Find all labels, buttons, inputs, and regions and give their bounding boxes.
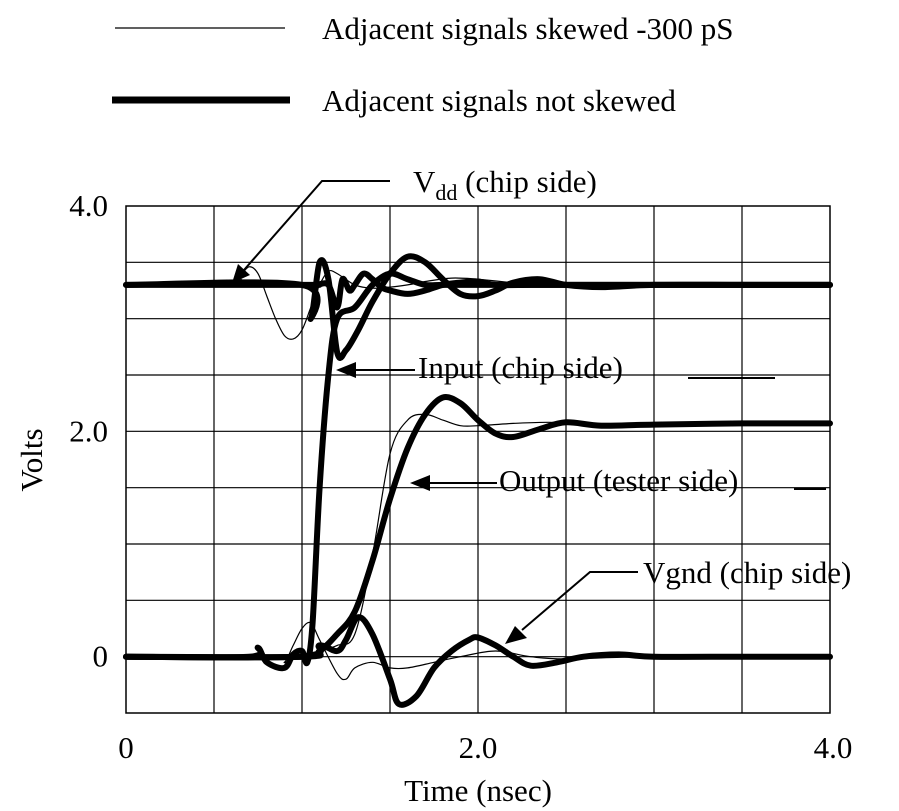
- y-tick-labels: 4.0 2.0 0: [69, 188, 108, 674]
- series-group: [123, 253, 833, 708]
- vdd-arrowhead: [232, 264, 250, 283]
- y-axis-label: Volts: [14, 428, 49, 491]
- x-tick-label: 2.0: [459, 730, 498, 765]
- vdd-label-suffix: (chip side): [457, 164, 596, 199]
- vgnd-arrowhead: [505, 626, 527, 644]
- input-label: Input (chip side): [418, 350, 623, 385]
- legend-label-skewed: Adjacent signals skewed -300 pS: [322, 11, 734, 46]
- legend: Adjacent signals skewed -300 pS Adjacent…: [112, 11, 734, 118]
- grid: [126, 206, 830, 713]
- vgnd-label: Vgnd (chip side): [643, 555, 851, 590]
- plot-frame: [125, 205, 831, 714]
- series-line-thick-3: [123, 394, 833, 661]
- series-line-thin-6: [125, 621, 831, 681]
- series-line-thick-2: [123, 270, 833, 672]
- x-tick-label: 4.0: [814, 730, 853, 765]
- x-tick-labels: 0 2.0 4.0: [118, 730, 852, 765]
- series-line-thin-7: [125, 413, 831, 658]
- output-label: Output (tester side): [499, 463, 738, 498]
- series-line-thick-4: [123, 614, 833, 708]
- y-tick-label: 2.0: [69, 413, 108, 448]
- x-axis-label: Time (nsec): [404, 773, 552, 808]
- y-tick-label: 0: [93, 639, 109, 674]
- annotations: Vdd (chip side) Input (chip side) Output…: [232, 164, 851, 644]
- output-arrowhead: [410, 475, 430, 491]
- legend-label-not-skewed: Adjacent signals not skewed: [322, 83, 676, 118]
- x-tick-label: 0: [118, 730, 134, 765]
- vgnd-leader-line: [521, 571, 638, 631]
- y-tick-label: 4.0: [69, 188, 108, 223]
- vdd-leader-line: [243, 180, 390, 271]
- series-line-thin-5: [125, 266, 831, 340]
- vdd-label-subscript: dd: [435, 180, 457, 205]
- vdd-label: Vdd (chip side): [413, 164, 597, 205]
- vdd-label-main: V: [413, 164, 436, 199]
- input-arrowhead: [336, 362, 356, 378]
